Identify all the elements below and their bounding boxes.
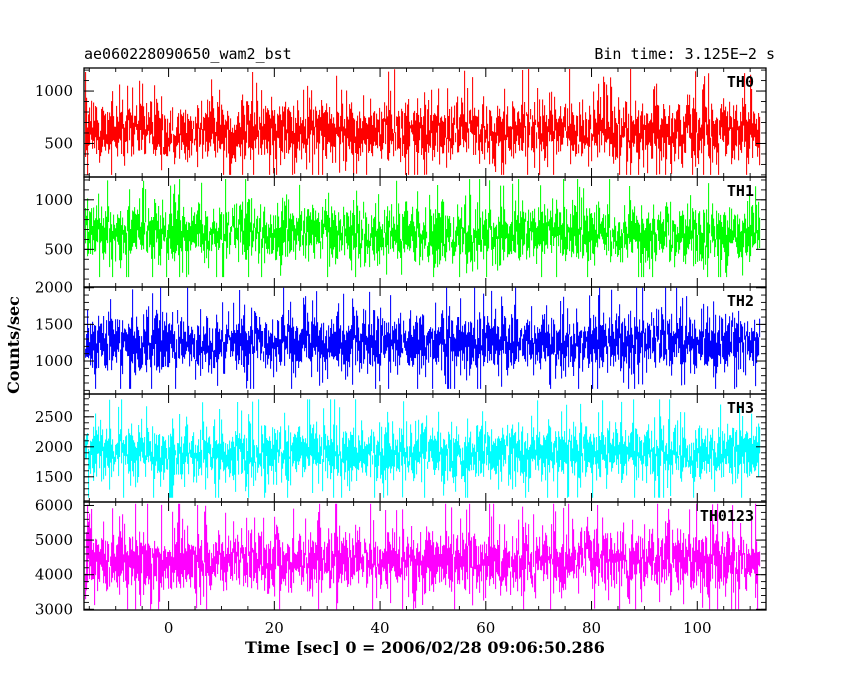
y-tick-label: 1500: [35, 468, 73, 486]
series-trace-th0: [85, 69, 761, 175]
x-tick-label: 60: [476, 619, 495, 637]
x-tick-label: 0: [164, 619, 174, 637]
series-trace-th1: [85, 179, 761, 278]
y-tick-label: 1000: [35, 82, 73, 100]
y-tick-label: 1000: [35, 191, 73, 209]
series-trace-th3: [85, 399, 761, 498]
y-axis-title: Counts/sec: [4, 296, 23, 394]
y-tick-label: 4000: [35, 566, 73, 584]
y-tick-label: 5000: [35, 531, 73, 549]
y-tick-label: 2000: [35, 279, 73, 297]
series-label-th0: TH0: [727, 73, 754, 91]
y-tick-label: 500: [44, 134, 73, 152]
y-tick-label: 6000: [35, 496, 73, 514]
series-label-th2: TH2: [727, 292, 754, 310]
bin-time-label: Bin time: 3.125E−2 s: [594, 45, 775, 63]
y-tick-label: 3000: [35, 600, 73, 618]
series-label-th1: TH1: [727, 182, 754, 200]
x-axis-title: Time [sec] 0 = 2006/02/28 09:06:50.286: [245, 638, 605, 657]
y-tick-label: 500: [44, 240, 73, 258]
y-tick-label: 1500: [35, 315, 73, 333]
y-tick-label: 2000: [35, 438, 73, 456]
x-tick-label: 100: [683, 619, 712, 637]
chart-title: ae060228090650_wam2_bst: [84, 45, 292, 63]
x-tick-label: 40: [371, 619, 390, 637]
x-tick-label: 20: [265, 619, 284, 637]
series-trace-th2: [85, 287, 761, 389]
series-label-th0123: TH0123: [700, 507, 754, 525]
series-label-th3: TH3: [727, 399, 754, 417]
series-trace-th0123: [85, 503, 761, 610]
panel-frame-th0123: [83, 501, 767, 611]
y-tick-label: 2500: [35, 408, 73, 426]
y-tick-label: 1000: [35, 352, 73, 370]
x-tick-label: 80: [582, 619, 601, 637]
